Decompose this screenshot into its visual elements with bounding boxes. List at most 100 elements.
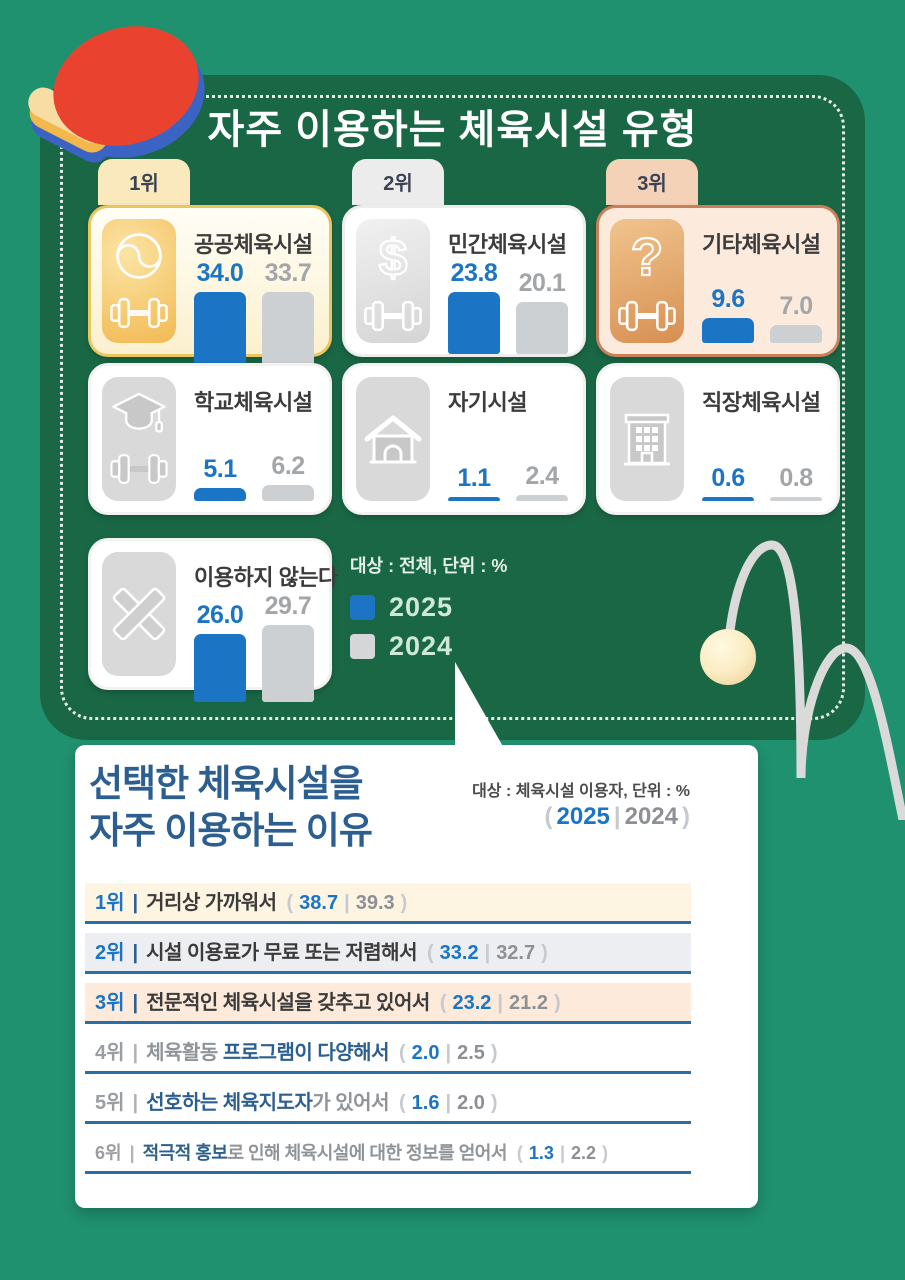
reason-value-2024: 21.2 bbox=[509, 992, 548, 1014]
rank-badge: 1위 bbox=[98, 159, 190, 205]
value-2024: 33.7 bbox=[264, 259, 312, 287]
reason-value-2024: 2.5 bbox=[457, 1042, 485, 1064]
facility-card: 직장체육시설 0.6 0.8 bbox=[596, 363, 840, 515]
reason-row: 3위 | 전문적인 체육시설을 갖추고 있어서(23.2 | 21.2) bbox=[85, 983, 691, 1024]
bar-group: 23.8 20.1 bbox=[442, 259, 572, 354]
reason-rank: 4위 bbox=[95, 1042, 125, 1064]
value-2024: 0.8 bbox=[779, 464, 813, 492]
value-2024: 29.7 bbox=[264, 592, 312, 620]
value-2025: 0.6 bbox=[711, 464, 745, 492]
house-icon bbox=[356, 377, 430, 501]
bar-2025 bbox=[194, 488, 246, 501]
reason-row: 2위 | 시설 이용료가 무료 또는 저렴해서(33.2 | 32.7) bbox=[85, 933, 691, 974]
speech-bubble-tail bbox=[455, 662, 507, 755]
bar-2024 bbox=[516, 302, 568, 354]
reason-row: 4위 | 체육활동 프로그램이 다양해서(2.0 | 2.5) bbox=[85, 1033, 691, 1074]
bar-2024 bbox=[516, 495, 568, 501]
reason-row: 6위 | 적극적 홍보로 인해 체육시설에 대한 정보를 얻어서(1.3 | 2.2) bbox=[85, 1133, 691, 1174]
reasons-card: 선택한 체육시설을 자주 이용하는 이유 대상 : 체육시설 이용자, 단위 :… bbox=[75, 745, 758, 1208]
reason-text: 전문적인 체육시설을 갖추고 있어서 bbox=[146, 992, 430, 1014]
value-2024: 7.0 bbox=[779, 292, 813, 320]
reason-value-2024: 32.7 bbox=[496, 942, 536, 964]
bar-2025 bbox=[448, 292, 500, 354]
chart-legend: 대상 : 전체, 단위 : % 2025 2024 bbox=[350, 552, 507, 670]
facility-card: 2위 $ 민간체육시설 23.8 20.1 bbox=[342, 159, 586, 357]
bar-group: 26.0 29.7 bbox=[188, 592, 318, 702]
facility-name: 기타체육시설 bbox=[702, 232, 821, 257]
facility-card: 3위 ? 기타체육시설 9.6 7.0 bbox=[596, 159, 840, 357]
facility-card: 자기시설 1.1 2.4 bbox=[342, 363, 586, 515]
facility-name: 이용하지 않는다 bbox=[194, 565, 338, 590]
reason-row: 5위 | 선호하는 체육지도자가 있어서(1.6 | 2.0) bbox=[85, 1083, 691, 1124]
bar-group: 5.1 6.2 bbox=[188, 452, 318, 501]
value-2025: 26.0 bbox=[196, 601, 244, 629]
reason-rank: 1위 bbox=[95, 892, 125, 914]
facility-name: 민간체육시설 bbox=[448, 232, 567, 257]
reason-value-2025: 1.3 bbox=[528, 1143, 554, 1163]
bar-2024 bbox=[770, 325, 822, 343]
bar-2024 bbox=[262, 485, 314, 501]
bar-group: 34.0 33.7 bbox=[188, 259, 318, 380]
ping-pong-paddle-icon bbox=[26, 20, 226, 175]
legend-2025-label: 2025 bbox=[389, 592, 454, 622]
reason-value-2025: 33.2 bbox=[439, 942, 479, 964]
facility-name: 학교체육시설 bbox=[194, 390, 313, 415]
panel-title: 자주 이용하는 체육시설 유형 bbox=[207, 108, 698, 152]
reason-value-2024: 39.3 bbox=[355, 892, 395, 914]
reason-rank: 2위 bbox=[95, 942, 125, 964]
reason-value-2025: 23.2 bbox=[452, 992, 492, 1014]
office-building-icon bbox=[610, 377, 684, 501]
facility-name: 공공체육시설 bbox=[194, 232, 313, 257]
reasons-list: 1위 | 거리상 가까워서(38.7 | 39.3) 2위 | 시설 이용료가 무료 또는 … bbox=[85, 883, 691, 1183]
dollar-dumbbell-icon: $ bbox=[356, 219, 430, 343]
value-2025: 1.1 bbox=[457, 464, 491, 492]
reason-rank: 3위 bbox=[95, 992, 125, 1014]
bar-2025 bbox=[702, 318, 754, 343]
reasons-years: (2025 | 2024) bbox=[544, 803, 691, 830]
question-dumbbell-icon: ? bbox=[610, 219, 684, 343]
svg-text:$: $ bbox=[379, 228, 408, 286]
reason-rank: 6위 bbox=[95, 1143, 122, 1163]
value-2024: 6.2 bbox=[271, 452, 305, 480]
facility-name: 직장체육시설 bbox=[702, 390, 821, 415]
facility-card: 1위 공공체육시설 34.0 33.7 bbox=[88, 159, 332, 380]
bar-2025 bbox=[702, 497, 754, 501]
graduation-cap-dumbbell-icon bbox=[102, 377, 176, 501]
reason-rank: 5위 bbox=[95, 1092, 125, 1114]
value-2024: 20.1 bbox=[518, 269, 566, 297]
rank-badge: 2위 bbox=[352, 159, 444, 205]
reason-value-2025: 2.0 bbox=[411, 1042, 440, 1064]
rank-badge: 3위 bbox=[606, 159, 698, 205]
reason-row: 1위 | 거리상 가까워서(38.7 | 39.3) bbox=[85, 883, 691, 924]
reason-value-2024: 2.2 bbox=[570, 1143, 597, 1163]
ball-trajectory-decoration bbox=[680, 520, 905, 830]
value-2025: 5.1 bbox=[203, 455, 237, 483]
legend-note: 대상 : 전체, 단위 : % bbox=[350, 556, 508, 576]
reason-value-2025: 1.6 bbox=[411, 1092, 440, 1114]
bounce-path bbox=[723, 540, 905, 830]
value-2024: 2.4 bbox=[525, 462, 559, 490]
ping-pong-ball-icon bbox=[700, 629, 756, 685]
reason-value-2025: 38.7 bbox=[299, 892, 339, 914]
legend-2024-label: 2024 bbox=[389, 631, 454, 661]
reasons-title: 선택한 체육시설을 자주 이용하는 이유 bbox=[89, 763, 373, 851]
svg-text:?: ? bbox=[631, 228, 663, 287]
bar-2024 bbox=[770, 497, 822, 501]
facility-card: 학교체육시설 5.1 6.2 bbox=[88, 363, 332, 515]
facility-card: 이용하지 않는다 26.0 29.7 bbox=[88, 538, 338, 702]
bar-2025 bbox=[194, 634, 246, 702]
x-mark-icon bbox=[102, 552, 176, 676]
bar-group: 9.6 7.0 bbox=[696, 285, 826, 343]
facility-name: 자기시설 bbox=[448, 390, 527, 415]
taegeuk-dumbbell-icon bbox=[102, 219, 176, 343]
bar-2024 bbox=[262, 625, 314, 702]
bar-2025 bbox=[448, 497, 500, 501]
dotted-border bbox=[60, 95, 845, 720]
value-2025: 9.6 bbox=[711, 285, 745, 313]
legend-2025-swatch bbox=[350, 595, 375, 620]
reason-text: 시설 이용료가 무료 또는 저렴해서 bbox=[146, 942, 417, 964]
value-2025: 34.0 bbox=[196, 259, 244, 287]
reason-text: 거리상 가까워서 bbox=[146, 892, 277, 914]
bar-group: 0.6 0.8 bbox=[696, 464, 826, 501]
